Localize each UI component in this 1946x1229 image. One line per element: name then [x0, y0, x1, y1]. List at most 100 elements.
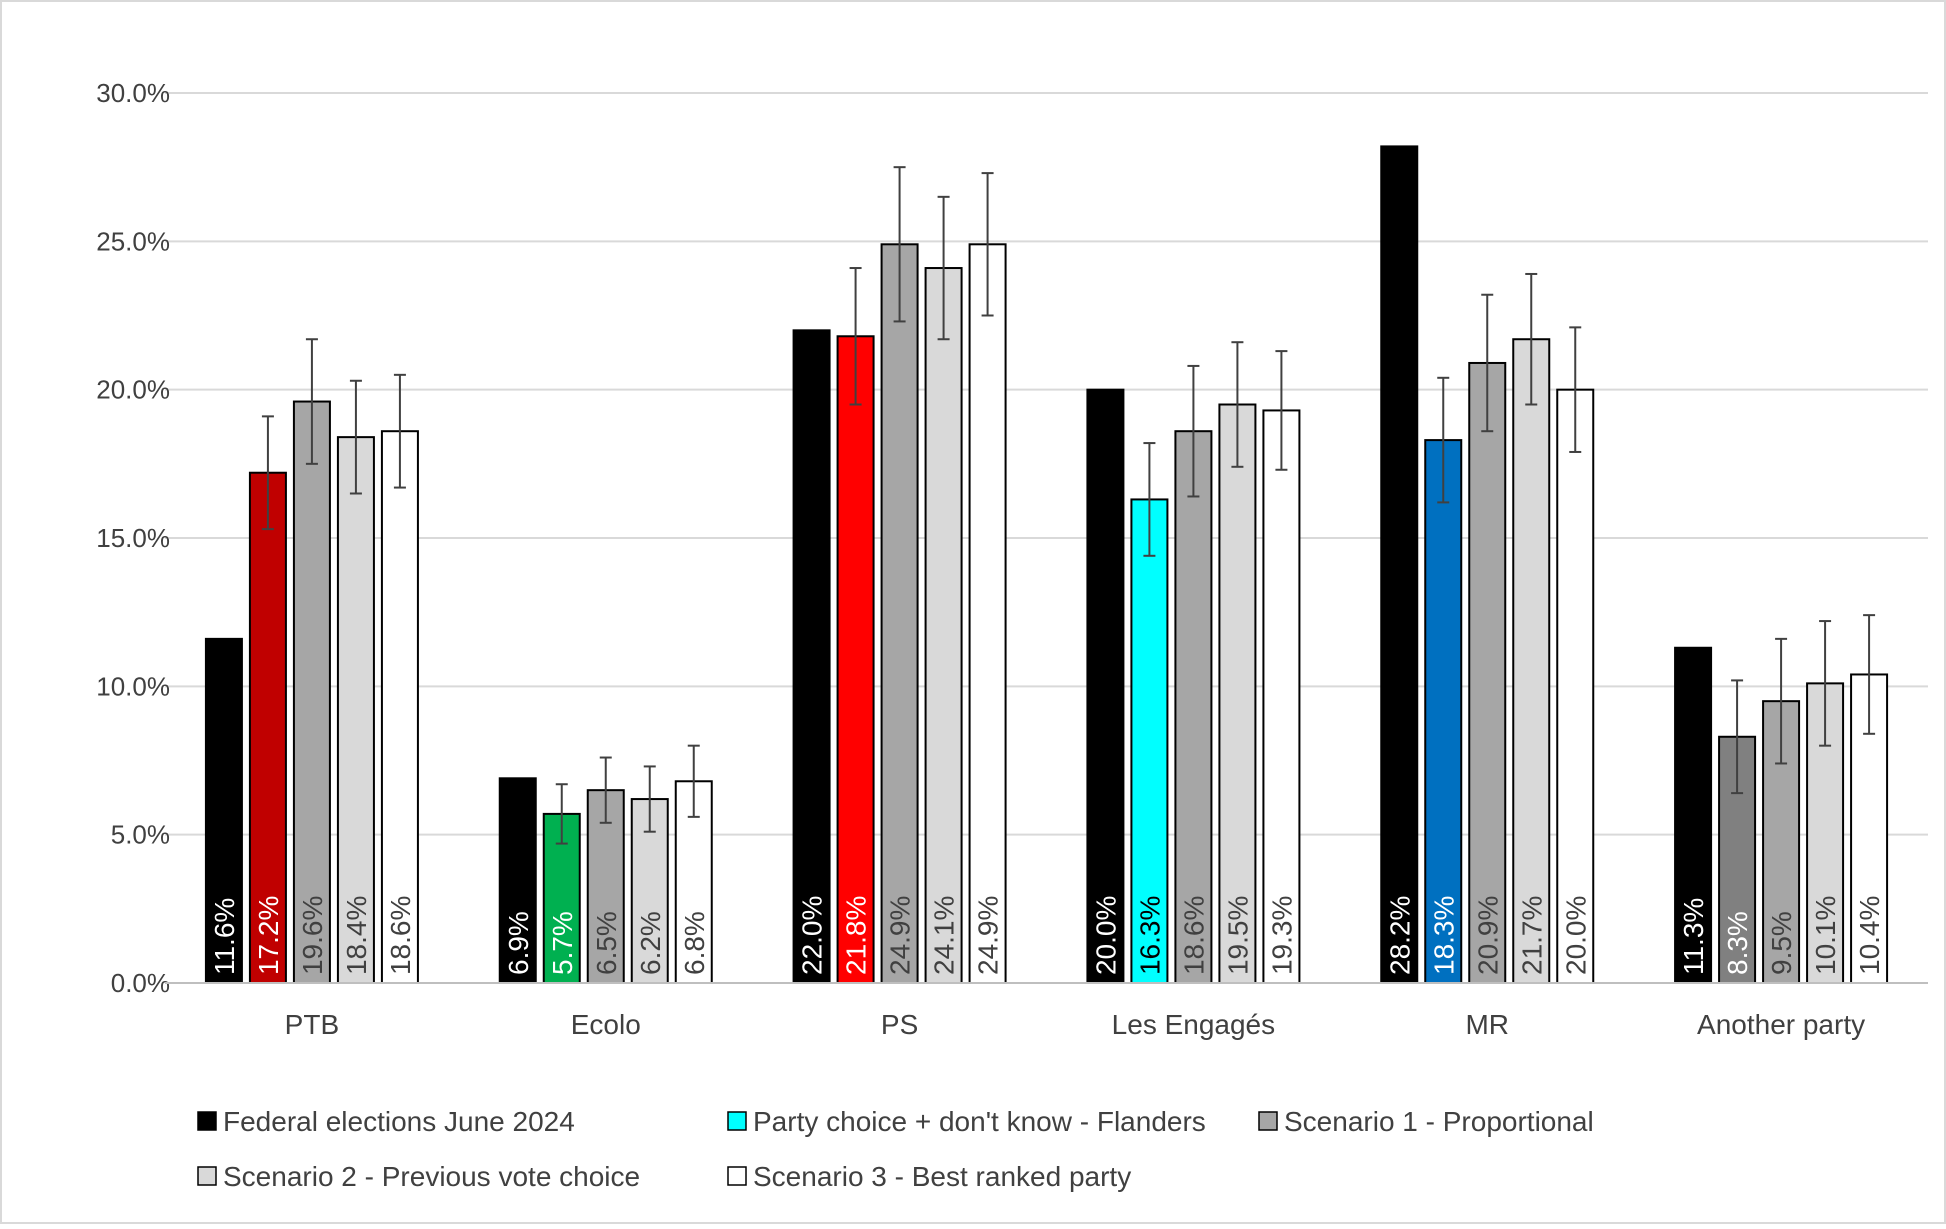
legend-item: Scenario 3 - Best ranked party — [727, 1161, 1131, 1192]
error-bar — [1143, 442, 1156, 557]
data-label: 11.3% — [1678, 898, 1709, 975]
bar — [792, 329, 831, 985]
data-label: 20.0% — [1090, 896, 1121, 975]
data-label: 16.3% — [1134, 896, 1165, 975]
legend-item: Party choice + don't know - Flanders — [727, 1106, 1206, 1137]
bar — [1380, 145, 1419, 984]
data-label: 24.9% — [885, 896, 916, 975]
legend-label: Scenario 2 - Previous vote choice — [223, 1161, 640, 1192]
bar — [1218, 403, 1257, 984]
error-bar — [1731, 679, 1744, 795]
data-label: 22.0% — [797, 896, 828, 975]
legend-swatch — [727, 1166, 747, 1186]
y-tick-label: 20.0% — [96, 375, 170, 405]
legend-item: Scenario 1 - Proportional — [1258, 1106, 1594, 1137]
bar — [1674, 646, 1713, 984]
error-bar — [1231, 341, 1244, 468]
data-label: 28.2% — [1384, 896, 1415, 975]
legend-swatch — [727, 1111, 747, 1131]
legend-swatch — [1258, 1111, 1278, 1131]
bar — [924, 267, 963, 984]
category-label: PS — [881, 1009, 918, 1040]
data-labels: 11.6% 17.2% 19.6% 18.4% 18.6% 6.9% 5.7% 6.5% 6.2… — [209, 896, 1885, 975]
category-label: Les Engagés — [1112, 1009, 1275, 1040]
data-label: 17.2% — [253, 896, 284, 975]
legend: Federal elections June 2024 Party choice … — [197, 1106, 1594, 1192]
error-bar — [349, 379, 362, 495]
bar — [968, 243, 1007, 985]
y-tick-label: 0.0% — [111, 968, 170, 998]
data-label: 18.4% — [341, 896, 372, 975]
data-label: 24.1% — [929, 896, 960, 975]
data-label: 21.8% — [841, 896, 872, 975]
legend-swatch — [197, 1166, 217, 1186]
legend-label: Scenario 1 - Proportional — [1284, 1106, 1594, 1137]
bar — [1424, 439, 1463, 985]
gridlines — [165, 92, 1928, 836]
data-label: 19.5% — [1222, 896, 1253, 975]
y-tick-label: 15.0% — [96, 523, 170, 553]
legend-swatch — [197, 1111, 217, 1131]
category-label: Ecolo — [571, 1009, 641, 1040]
bar — [204, 637, 243, 984]
error-bars — [261, 166, 1876, 845]
error-bar — [687, 744, 700, 818]
y-tick-label: 5.0% — [111, 820, 170, 850]
error-bar — [1275, 350, 1288, 471]
data-label: 9.5% — [1766, 911, 1797, 975]
bar — [1512, 338, 1551, 984]
error-bar — [1525, 272, 1538, 406]
error-bar — [1775, 637, 1788, 765]
data-label: 6.5% — [591, 911, 622, 975]
bar — [880, 243, 919, 985]
error-bar — [981, 172, 994, 317]
y-tick-label: 10.0% — [96, 671, 170, 701]
data-label: 6.9% — [503, 911, 534, 975]
error-bar — [893, 166, 906, 323]
bar — [1086, 388, 1125, 984]
data-label: 19.3% — [1266, 896, 1297, 975]
data-label: 18.3% — [1428, 896, 1459, 975]
error-bar — [599, 756, 612, 824]
bar — [248, 471, 287, 984]
data-label: 18.6% — [385, 896, 416, 975]
legend-label: Federal elections June 2024 — [223, 1106, 575, 1137]
data-label: 20.9% — [1472, 896, 1503, 975]
data-label: 24.9% — [973, 896, 1004, 975]
data-label: 6.8% — [679, 911, 710, 975]
bar — [1468, 361, 1507, 984]
error-bar — [393, 373, 406, 489]
data-label: 20.0% — [1560, 896, 1591, 975]
x-axis-categories: PTB Ecolo PS Les Engagés MR Another party — [285, 1009, 1865, 1040]
error-bar — [849, 267, 862, 406]
y-axis-ticks: 0.0% 5.0% 10.0% 15.0% 20.0% 25.0% 30.0% — [96, 78, 170, 998]
error-bar — [1481, 293, 1494, 433]
error-bar — [1863, 614, 1876, 735]
data-label: 11.6% — [209, 898, 240, 975]
category-label: PTB — [285, 1009, 339, 1040]
data-label: 5.7% — [547, 911, 578, 975]
error-bar — [1569, 326, 1582, 453]
bar — [1556, 388, 1595, 984]
data-label: 8.3% — [1722, 911, 1753, 975]
data-label: 6.2% — [635, 911, 666, 975]
error-bar — [261, 415, 274, 531]
bar — [380, 430, 419, 984]
error-bar — [1819, 620, 1832, 747]
data-label: 10.4% — [1854, 896, 1885, 975]
error-bar — [937, 195, 950, 341]
error-bar — [643, 765, 656, 833]
bar — [336, 436, 375, 984]
legend-item: Scenario 2 - Previous vote choice — [197, 1161, 640, 1192]
y-tick-label: 30.0% — [96, 78, 170, 108]
data-label: 19.6% — [297, 896, 328, 975]
bars — [204, 145, 1889, 985]
bar — [836, 335, 875, 984]
error-bar — [555, 783, 568, 845]
legend-label: Party choice + don't know - Flanders — [753, 1106, 1206, 1137]
bar — [292, 400, 331, 984]
legend-item: Federal elections June 2024 — [197, 1106, 575, 1137]
bar — [1262, 409, 1301, 984]
